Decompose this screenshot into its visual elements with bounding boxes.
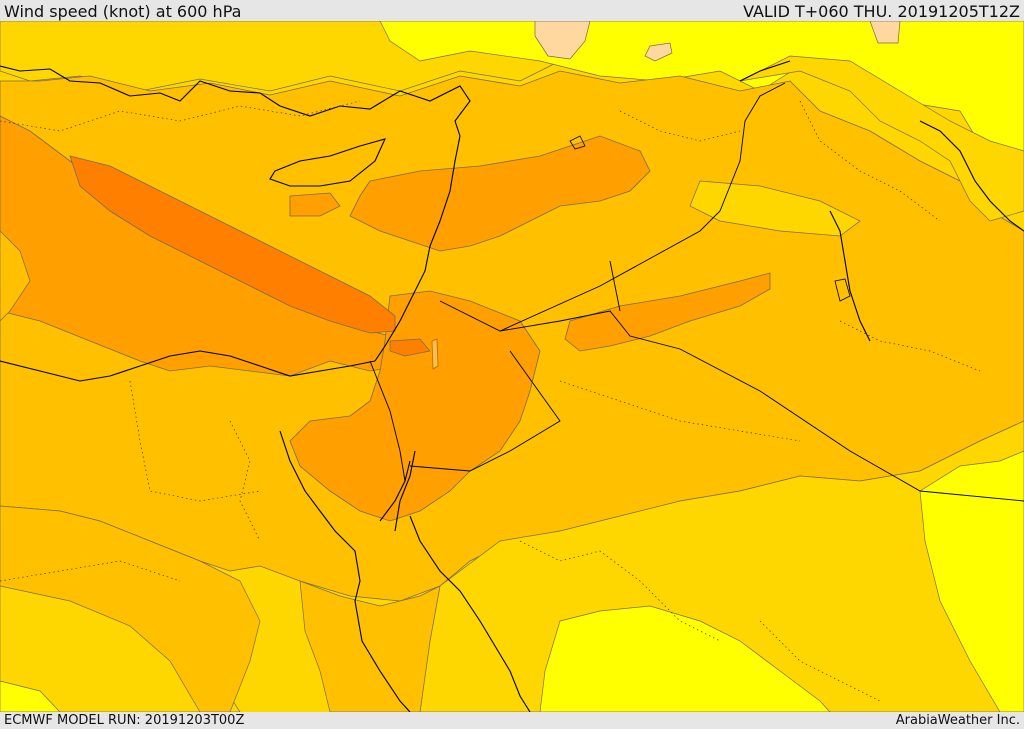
wind-band-peach-1 xyxy=(534,21,591,60)
map-area[interactable] xyxy=(0,21,1024,712)
wind-band-mid-south-sinai xyxy=(299,580,441,712)
wind-band-orange-levant xyxy=(289,192,341,217)
wind-band-lightest-se xyxy=(919,450,1024,712)
lake-dead-sea xyxy=(431,338,439,370)
border-saudi-north xyxy=(439,300,1024,502)
admin-border-8 xyxy=(229,420,261,542)
coast-gulf-suez xyxy=(379,460,411,522)
admin-border-2 xyxy=(129,380,261,502)
wind-speed-map xyxy=(0,21,1024,712)
valid-time: VALID T+060 THU. 20191205T12Z xyxy=(743,2,1020,21)
admin-border-5 xyxy=(519,540,721,642)
wind-band-strong-small xyxy=(389,338,431,357)
admin-border-9 xyxy=(759,620,881,702)
admin-border-7 xyxy=(839,320,981,372)
wind-band-lightest-south xyxy=(539,605,831,712)
wind-band-peach-3 xyxy=(644,42,673,62)
header-bar: Wind speed (knot) at 600 hPa VALID T+060… xyxy=(0,0,1024,22)
wind-band-light-ne xyxy=(739,55,1024,222)
border-iraq-saudi xyxy=(499,82,786,332)
admin-border-10 xyxy=(0,560,181,582)
wind-band-light-east xyxy=(689,180,861,237)
wind-band-orange-middle xyxy=(349,135,651,252)
coast-cyprus xyxy=(269,138,386,187)
coast-ne xyxy=(919,120,1024,232)
province-borders xyxy=(0,100,981,702)
coast-gulf-aqaba xyxy=(394,450,416,532)
admin-border-1 xyxy=(0,100,361,132)
map-title: Wind speed (knot) at 600 hPa xyxy=(4,2,242,21)
admin-border-4 xyxy=(799,100,941,222)
wind-band-lightest-sw xyxy=(0,680,61,712)
border-iran xyxy=(609,260,621,312)
wind-band-orange-east-jet xyxy=(564,272,771,352)
borders xyxy=(369,82,1024,502)
admin-border-3 xyxy=(559,380,801,442)
coast-egypt-north xyxy=(0,350,376,382)
coast-persian-gulf xyxy=(829,210,871,342)
wind-band-strong-core xyxy=(69,155,396,334)
coast-caspian xyxy=(739,60,791,82)
wind-band-lightest-west xyxy=(0,230,31,322)
footer-bar: ECMWF MODEL RUN: 20191203T00Z ArabiaWeat… xyxy=(0,712,1024,729)
credit-label: ArabiaWeather Inc. xyxy=(895,713,1020,728)
wind-band-peach-2 xyxy=(869,21,901,44)
coast-red-sea-east xyxy=(409,515,531,712)
small-island-2 xyxy=(834,278,851,302)
coast-north-turkey xyxy=(0,65,471,137)
coast-levant xyxy=(374,135,461,362)
border-jordan xyxy=(409,350,561,472)
model-run-label: ECMWF MODEL RUN: 20191203T00Z xyxy=(4,713,245,728)
wind-band-mid-sw xyxy=(0,505,261,712)
coast-red-sea-west xyxy=(279,430,411,712)
border-egypt-sudan xyxy=(369,360,406,482)
wind-band-orange-sinai xyxy=(289,290,541,522)
small-island-1 xyxy=(569,135,586,150)
coastlines xyxy=(0,60,1024,712)
